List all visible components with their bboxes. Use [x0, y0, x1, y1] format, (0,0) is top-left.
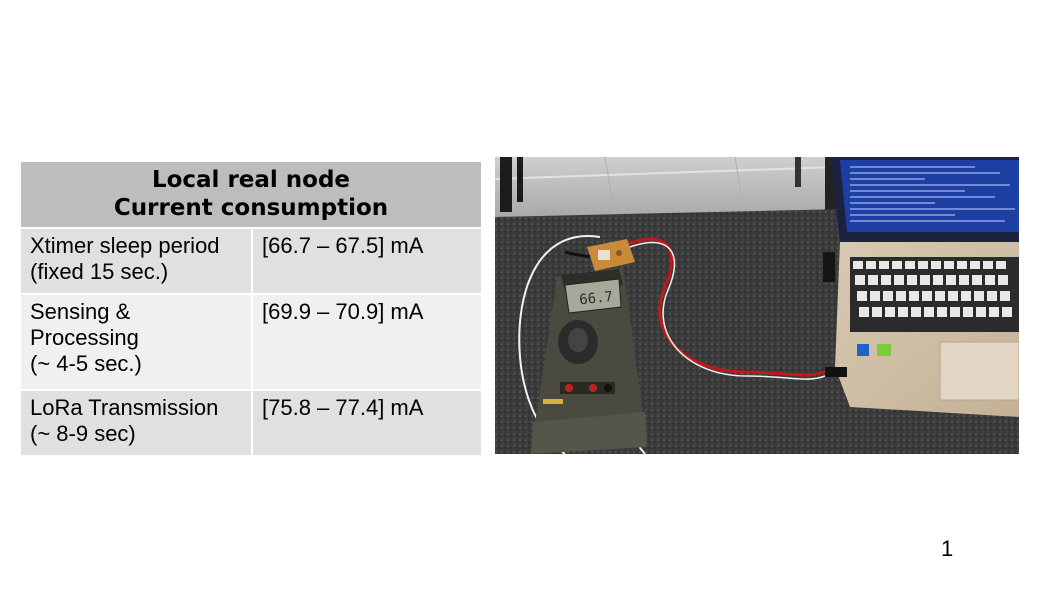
table-header-line1: Local real node	[151, 167, 351, 193]
pcb-board	[587, 239, 635, 271]
page-number: 1	[941, 536, 954, 561]
row-value: [69.9 – 70.9] mA	[252, 294, 481, 391]
table-header: Local real node Current consumption	[21, 162, 481, 229]
table-row: Sensing & Processing (~ 4-5 sec.) [69.9 …	[21, 294, 481, 391]
row-value: [75.8 – 77.4] mA	[252, 390, 481, 455]
multimeter: 66.7	[531, 267, 647, 454]
laptop-touchpad	[939, 341, 1019, 401]
row-value-text: [66.7 – 67.5] mA	[262, 233, 424, 258]
row-label: Sensing & Processing (~ 4-5 sec.)	[21, 294, 253, 391]
table-header-row: Local real node Current consumption	[21, 162, 481, 229]
row-label-text: LoRa Transmission (~ 8-9 sec)	[30, 395, 219, 446]
row-value-text: [75.8 – 77.4] mA	[262, 395, 424, 420]
row-label-text: Sensing & Processing (~ 4-5 sec.)	[30, 299, 142, 376]
laptop-keyboard	[850, 257, 1019, 332]
row-label: LoRa Transmission (~ 8-9 sec)	[21, 390, 253, 455]
row-label-text: Xtimer sleep period (fixed 15 sec.)	[30, 233, 220, 284]
row-value: [66.7 – 67.5] mA	[252, 228, 481, 295]
table-header-line2: Current consumption	[113, 195, 389, 221]
row-label: Xtimer sleep period (fixed 15 sec.)	[21, 228, 253, 295]
table-row: LoRa Transmission (~ 8-9 sec) [75.8 – 77…	[21, 390, 481, 455]
setup-photo: 66.7	[495, 157, 1019, 454]
table-row: Xtimer sleep period (fixed 15 sec.) [66.…	[21, 228, 481, 295]
multimeter-display: 66.7	[578, 289, 613, 308]
current-consumption-table: Local real node Current consumption Xtim…	[21, 162, 481, 455]
row-value-text: [69.9 – 70.9] mA	[262, 299, 424, 324]
